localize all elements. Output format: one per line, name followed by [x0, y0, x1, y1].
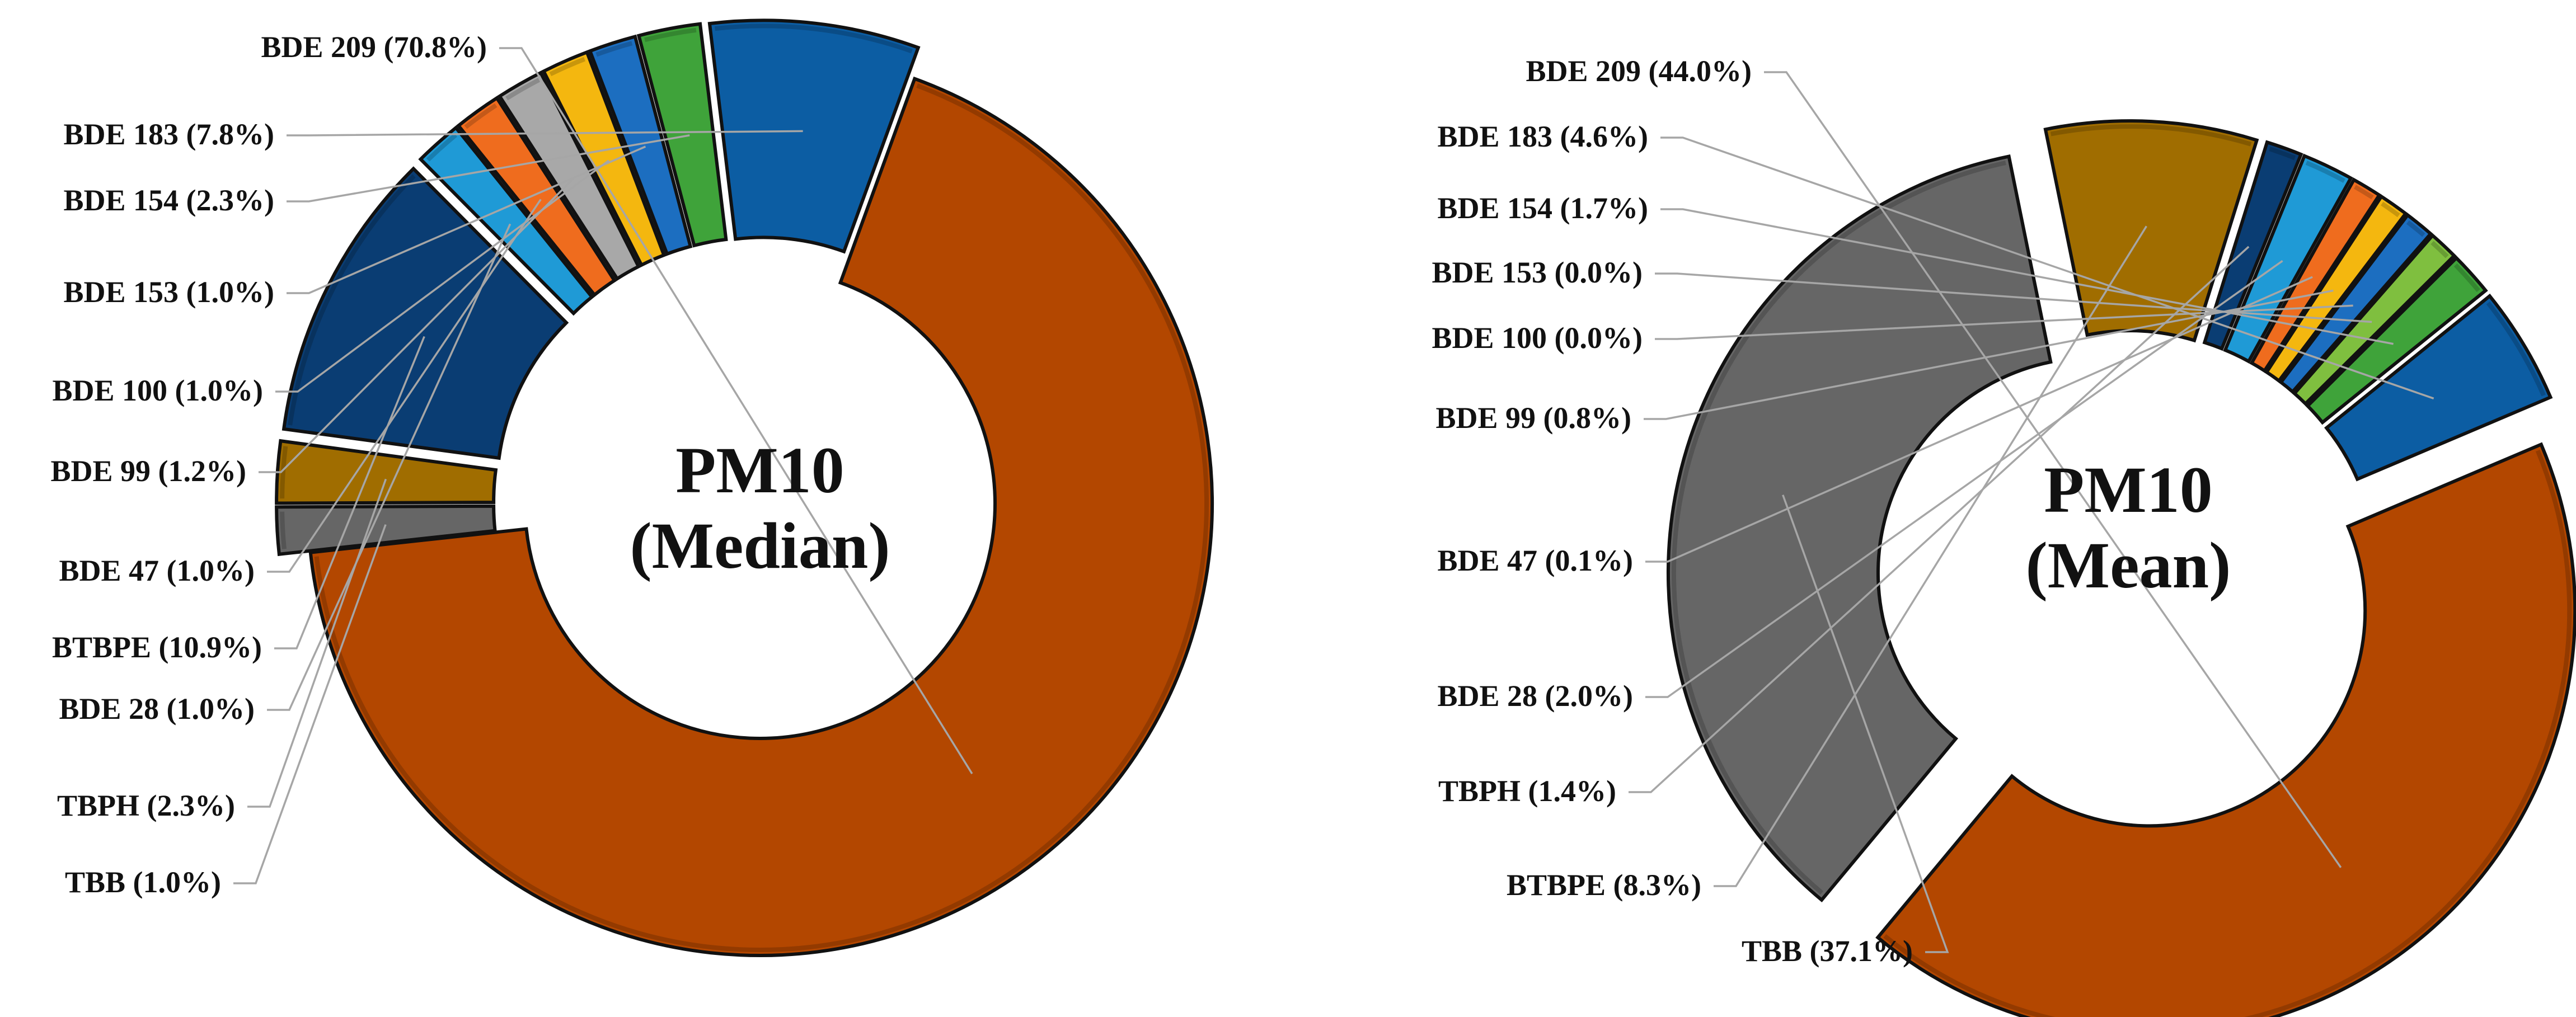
slice-rim-tbb — [280, 511, 287, 549]
leader-line-bde-154 — [287, 134, 690, 203]
slice-tbb — [1666, 154, 2053, 903]
leader-line-bde-153 — [1655, 272, 2372, 323]
data-label-bde-100: BDE 100 (0.0%) — [1432, 321, 1643, 355]
slice-bde-154 — [2305, 255, 2488, 425]
slice-tbph — [275, 439, 498, 505]
slice-bde-153 — [588, 34, 693, 256]
slice-rim-bde-154 — [2453, 263, 2480, 293]
slice-rim-bde-100 — [549, 57, 586, 77]
data-label-bde-99: BDE 99 (0.8%) — [1436, 401, 1632, 435]
center-title-line-2: (Mean) — [2026, 529, 2231, 602]
data-label-tbph: TBPH (2.3%) — [57, 789, 235, 822]
slice-rim-bde-28 — [2305, 161, 2345, 183]
slice-bde-209 — [308, 76, 1214, 957]
leader-line-bde-28 — [267, 223, 512, 711]
slice-bde-99 — [497, 70, 641, 281]
slice-rim-bde-154 — [644, 27, 697, 43]
leader-line-bde-100 — [275, 159, 609, 393]
leader-line-bde-183 — [287, 130, 803, 136]
center-title-line-2: (Median) — [630, 509, 890, 582]
data-label-bde-209: BDE 209 (70.8%) — [261, 30, 487, 64]
data-label-bde-153: BDE 153 (0.0%) — [1432, 256, 1643, 289]
data-label-bde-154: BDE 154 (2.3%) — [64, 183, 275, 217]
data-label-bde-47: BDE 47 (0.1%) — [1438, 544, 1634, 577]
slice-rim-bde-99 — [2381, 201, 2400, 218]
leader-line-bde-209 — [1764, 71, 2342, 868]
slice-tbph — [2202, 140, 2303, 351]
leader-line-bde-209 — [499, 47, 973, 775]
slice-bde-153 — [2292, 233, 2457, 406]
leader-line-tbb — [1782, 495, 1949, 953]
data-label-btbpe: BTBPE (10.9%) — [52, 630, 262, 664]
leader-line-tbph — [1629, 246, 2250, 793]
leader-line-bde-28 — [1645, 260, 2283, 698]
leader-line-bde-100 — [1655, 304, 2353, 340]
data-label-btbpe: BTBPE (8.3%) — [1507, 868, 1701, 902]
data-label-bde-154: BDE 154 (1.7%) — [1438, 191, 1649, 225]
leader-line-tbph — [247, 478, 387, 808]
slice-rim-bde-47 — [2354, 185, 2374, 200]
slice-rim-tbb — [1671, 161, 2006, 895]
leader-line-bde-99 — [1644, 289, 2334, 420]
slice-rim-tbph — [2269, 147, 2296, 161]
leader-line-tbb — [233, 524, 387, 884]
data-label-bde-153: BDE 153 (1.0%) — [64, 275, 275, 309]
leader-line-bde-47 — [1645, 276, 2313, 563]
slice-rim-btbpe — [288, 174, 416, 426]
data-label-bde-99: BDE 99 (1.2%) — [51, 454, 247, 488]
slice-bde-100 — [541, 50, 667, 267]
slice-tbb — [275, 504, 497, 557]
slice-rim-bde-183 — [715, 23, 913, 54]
data-label-tbph: TBPH (1.4%) — [1438, 774, 1616, 808]
slice-rim-bde-153 — [2430, 241, 2449, 258]
slice-rim-tbph — [280, 446, 288, 499]
center-title-line-1: PM10 — [675, 434, 844, 507]
leader-line-btbpe — [1714, 225, 2147, 887]
slice-bde-183 — [707, 18, 921, 254]
donut-chart-1: BDE 209 (70.8%) BDE 183 (7.8%) BDE 154 (2.… — [51, 18, 1214, 957]
leader-line-btbpe — [274, 336, 425, 649]
slice-bde-183 — [2324, 293, 2553, 482]
slice-rim-btbpe — [2050, 124, 2252, 147]
data-label-bde-47: BDE 47 (1.0%) — [59, 554, 255, 587]
data-label-tbb: TBB (37.1%) — [1742, 934, 1913, 968]
data-label-bde-28: BDE 28 (1.0%) — [59, 692, 255, 726]
donut-chart-2: BDE 209 (44.0%) BDE 183 (4.6%) BDE 154 (1.… — [1432, 54, 2576, 1017]
data-label-bde-183: BDE 183 (4.6%) — [1438, 120, 1649, 153]
slice-rim-bde-100 — [2406, 220, 2425, 237]
leader-line-bde-47 — [267, 199, 542, 573]
leader-line-bde-99 — [259, 177, 575, 473]
slice-rim-bde-99 — [505, 78, 541, 101]
data-label-bde-28: BDE 28 (2.0%) — [1438, 679, 1634, 713]
leader-line-bde-154 — [1660, 208, 2394, 345]
data-label-bde-183: BDE 183 (7.8%) — [64, 117, 275, 151]
data-label-bde-100: BDE 100 (1.0%) — [53, 374, 264, 407]
slice-bde-99 — [2264, 194, 2408, 383]
slice-rim-bde-183 — [2486, 302, 2546, 397]
slice-bde-47 — [456, 96, 617, 298]
leader-line-bde-153 — [287, 145, 646, 294]
slice-bde-100 — [2278, 213, 2433, 394]
data-label-bde-209: BDE 209 (44.0%) — [1526, 54, 1752, 88]
slice-rim-bde-209 — [1883, 450, 2572, 1017]
slice-btbpe — [281, 166, 569, 460]
center-title-line-1: PM10 — [2044, 453, 2212, 526]
slice-bde-209 — [1875, 442, 2576, 1017]
slice-rim-bde-153 — [595, 41, 633, 57]
slice-rim-bde-209 — [314, 83, 1209, 952]
leader-line-bde-183 — [1660, 136, 2434, 399]
data-label-tbb: TBB (1.0%) — [65, 865, 221, 899]
slice-rim-bde-47 — [464, 103, 498, 129]
